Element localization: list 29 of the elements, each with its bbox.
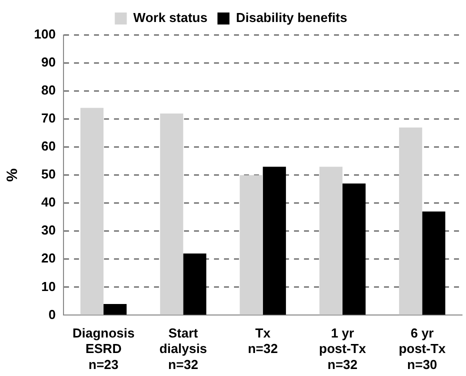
bar bbox=[399, 127, 422, 315]
bar bbox=[422, 212, 446, 315]
bar bbox=[342, 184, 366, 315]
y-tick-label: 90 bbox=[41, 54, 56, 70]
x-tick-label: Tx n=32 bbox=[248, 326, 278, 356]
y-tick-label: 60 bbox=[41, 138, 56, 154]
y-tick-label: 0 bbox=[48, 306, 56, 322]
x-tick-label: Start dialysis n=32 bbox=[159, 326, 208, 372]
y-tick-label: 80 bbox=[41, 82, 56, 98]
bar bbox=[183, 254, 206, 315]
y-axis-title: % bbox=[4, 168, 22, 182]
bar bbox=[80, 108, 104, 315]
y-tick-label: 40 bbox=[41, 194, 56, 210]
y-tick-label: 70 bbox=[41, 110, 56, 126]
x-tick-label: Diagnosis ESRD n=23 bbox=[72, 326, 135, 372]
legend-label: Disability benefits bbox=[236, 10, 348, 26]
y-tick-label: 100 bbox=[34, 26, 56, 42]
bar bbox=[319, 166, 343, 315]
legend-label: Work status bbox=[133, 10, 208, 26]
bar bbox=[104, 304, 127, 315]
bar bbox=[160, 113, 184, 315]
bar bbox=[240, 175, 263, 315]
x-tick-label: 6 yr post-Tx n=30 bbox=[398, 326, 446, 372]
y-tick-label: 50 bbox=[41, 166, 56, 182]
y-tick-label: 20 bbox=[41, 250, 56, 266]
bar bbox=[262, 166, 286, 315]
y-tick-label: 10 bbox=[41, 278, 56, 294]
y-tick-label: 30 bbox=[41, 222, 56, 238]
x-tick-label: 1 yr post-Tx n=32 bbox=[319, 326, 367, 372]
